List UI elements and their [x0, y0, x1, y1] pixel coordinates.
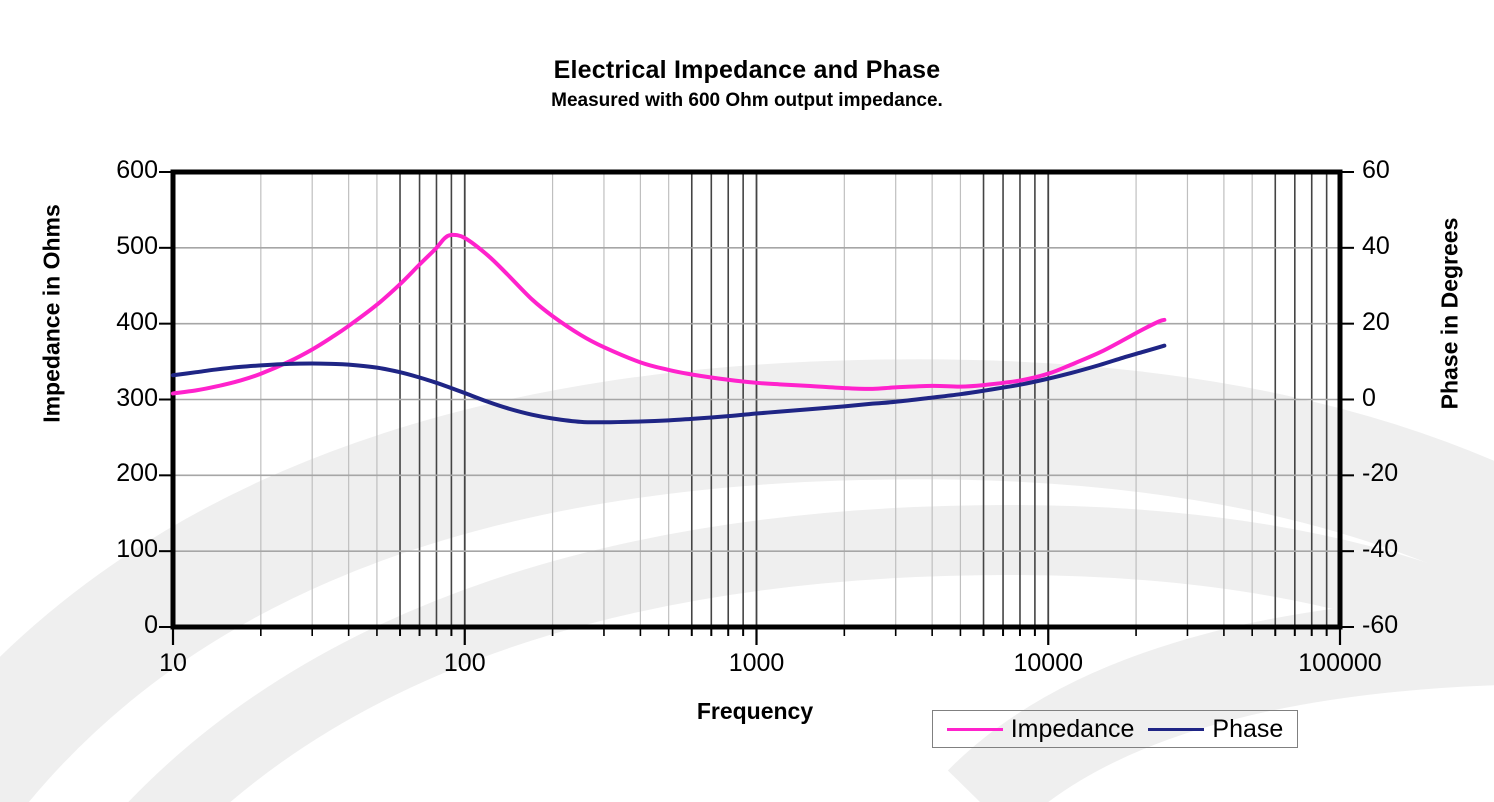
y-axis-right-tick-label: -40: [1362, 535, 1399, 564]
y-axis-left-tick-label: 100: [116, 535, 158, 564]
horizontal-gridlines: [173, 247, 1340, 552]
x-axis-tick-label: 100: [443, 649, 486, 677]
y-axis-left-tick-label: 400: [116, 307, 158, 336]
y-axis-left-tick-label: 0: [144, 611, 158, 639]
legend-item-phase: Phase: [1141, 714, 1290, 743]
series-line-impedance: [171, 232, 1167, 396]
y-axis-left-tick-label: 600: [116, 156, 158, 184]
chart-legend: Impedance Phase: [932, 710, 1298, 748]
x-axis-tick-label: 10000: [1013, 649, 1084, 677]
x-axis-tick-label: 10: [159, 649, 187, 677]
y-axis-right-tick-label: -60: [1362, 611, 1399, 639]
y-axis-right-tick-label: 60: [1362, 156, 1390, 184]
plot-frame: [170, 169, 1343, 630]
chart-title: Electrical Impedance and Phase: [553, 56, 941, 84]
legend-swatch-phase: [1148, 727, 1205, 731]
x-axis-title: Frequency: [696, 698, 814, 724]
y-axis-right-tick-label: 40: [1362, 231, 1390, 260]
y-axis-right-tick-label: 0: [1362, 383, 1376, 412]
legend-item-impedance: Impedance: [940, 714, 1142, 743]
y-axis-left-tick-label: 500: [116, 231, 158, 260]
chart-subtitle: Measured with 600 Ohm output impedance.: [551, 90, 943, 111]
y-axis-left-tick-label: 300: [116, 383, 158, 412]
legend-swatch-impedance: [946, 727, 1003, 731]
x-axis-tick-label: 1000: [728, 649, 785, 677]
legend-label-impedance: Impedance: [1010, 714, 1135, 743]
y-axis-right-tick-label: 20: [1362, 307, 1390, 336]
series-line-phase: [171, 343, 1167, 425]
y-axis-right-tick-label: -20: [1362, 459, 1399, 488]
x-axis-tick-label: 100000: [1298, 649, 1382, 677]
y-axis-left-tick-label: 200: [116, 459, 158, 488]
legend-label-phase: Phase: [1212, 714, 1284, 743]
